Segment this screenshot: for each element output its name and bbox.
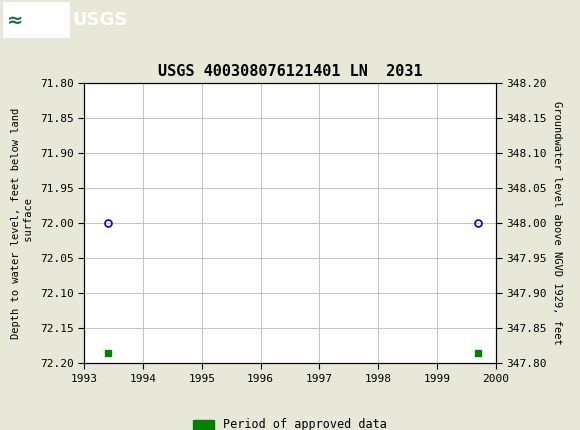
Y-axis label: Groundwater level above NGVD 1929, feet: Groundwater level above NGVD 1929, feet	[552, 101, 563, 345]
Text: USGS: USGS	[72, 11, 128, 29]
Text: ≈: ≈	[7, 10, 23, 30]
Bar	[3, 2, 70, 38]
Text: USGS 400308076121401 LN  2031: USGS 400308076121401 LN 2031	[158, 64, 422, 79]
Y-axis label: Depth to water level, feet below land
 surface: Depth to water level, feet below land su…	[11, 108, 34, 339]
Legend: Period of approved data: Period of approved data	[188, 414, 392, 430]
